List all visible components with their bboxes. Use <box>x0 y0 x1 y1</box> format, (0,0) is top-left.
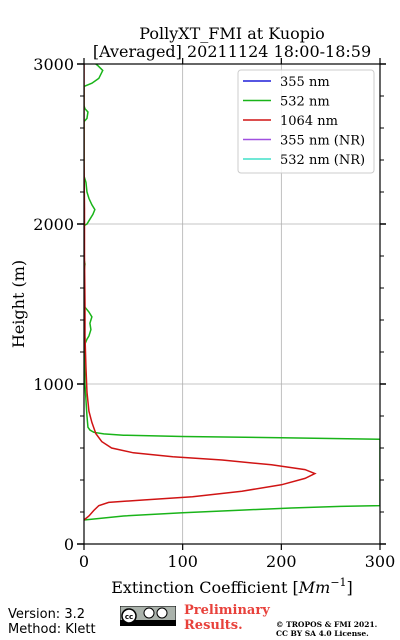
method-text: Method: Klett <box>8 622 96 637</box>
x-tick-labels: 0 100 200 300 <box>79 552 395 571</box>
y-tick-label: 1000 <box>33 375 74 394</box>
x-tick-label: 300 <box>365 552 396 571</box>
x-axis-label-exponent: −1 <box>330 576 346 589</box>
series-line-532-nm <box>84 64 380 521</box>
x-axis-label: Extinction Coefficient [Mm−1] <box>111 576 353 597</box>
chart-title: PollyXT_FMI at Kuopio <box>139 24 325 43</box>
preliminary-label-line2: Results. <box>184 618 243 633</box>
copyright-line2: CC BY SA 4.0 License. <box>276 629 369 638</box>
x-axis-label-unit: Mm <box>298 578 331 597</box>
y-tick-label: 0 <box>64 535 74 554</box>
chart-subtitle: [Averaged] 20211124 18:00-18:59 <box>93 42 371 61</box>
legend-label: 355 nm (NR) <box>280 134 365 149</box>
legend-label: 532 nm <box>280 95 330 110</box>
series-lines <box>84 64 380 521</box>
copyright-line1: © TROPOS & FMI 2021. <box>276 620 378 629</box>
y-tick-label: 2000 <box>33 215 74 234</box>
legend-label: 355 nm <box>280 75 330 90</box>
y-axis-label: Height (m) <box>9 260 28 348</box>
plot-frame <box>83 63 381 545</box>
x-tick-label: 200 <box>266 552 297 571</box>
legend: 355 nm 532 nm 1064 nm 355 nm (NR) 532 nm (NR… <box>237 69 375 174</box>
x-axis-label-main: Extinction Coefficient [ <box>111 578 299 597</box>
legend-label: 1064 nm <box>280 114 338 129</box>
legend-items: 355 nm 532 nm 1064 nm 355 nm (NR) 532 nm (NR… <box>243 75 365 168</box>
svg-text:cc: cc <box>125 613 133 621</box>
legend-label: 532 nm (NR) <box>280 153 365 168</box>
extinction-profile-chart: PollyXT_FMI at Kuopio [Averaged] 2021112… <box>9 24 395 597</box>
x-tick-label: 100 <box>167 552 198 571</box>
axis-ticks <box>77 58 386 550</box>
x-tick-label: 0 <box>79 552 89 571</box>
x-axis-label-end: ] <box>347 578 353 597</box>
y-tick-labels: 0 1000 2000 3000 <box>33 55 74 554</box>
version-text: Version: 3.2 <box>8 607 85 622</box>
preliminary-label-line1: Preliminary <box>184 603 270 618</box>
y-tick-label: 3000 <box>33 55 74 74</box>
series-line-1064-nm <box>84 64 317 521</box>
legend-box <box>237 69 375 174</box>
cc-by-sa-badge-icon: cc <box>120 606 176 626</box>
